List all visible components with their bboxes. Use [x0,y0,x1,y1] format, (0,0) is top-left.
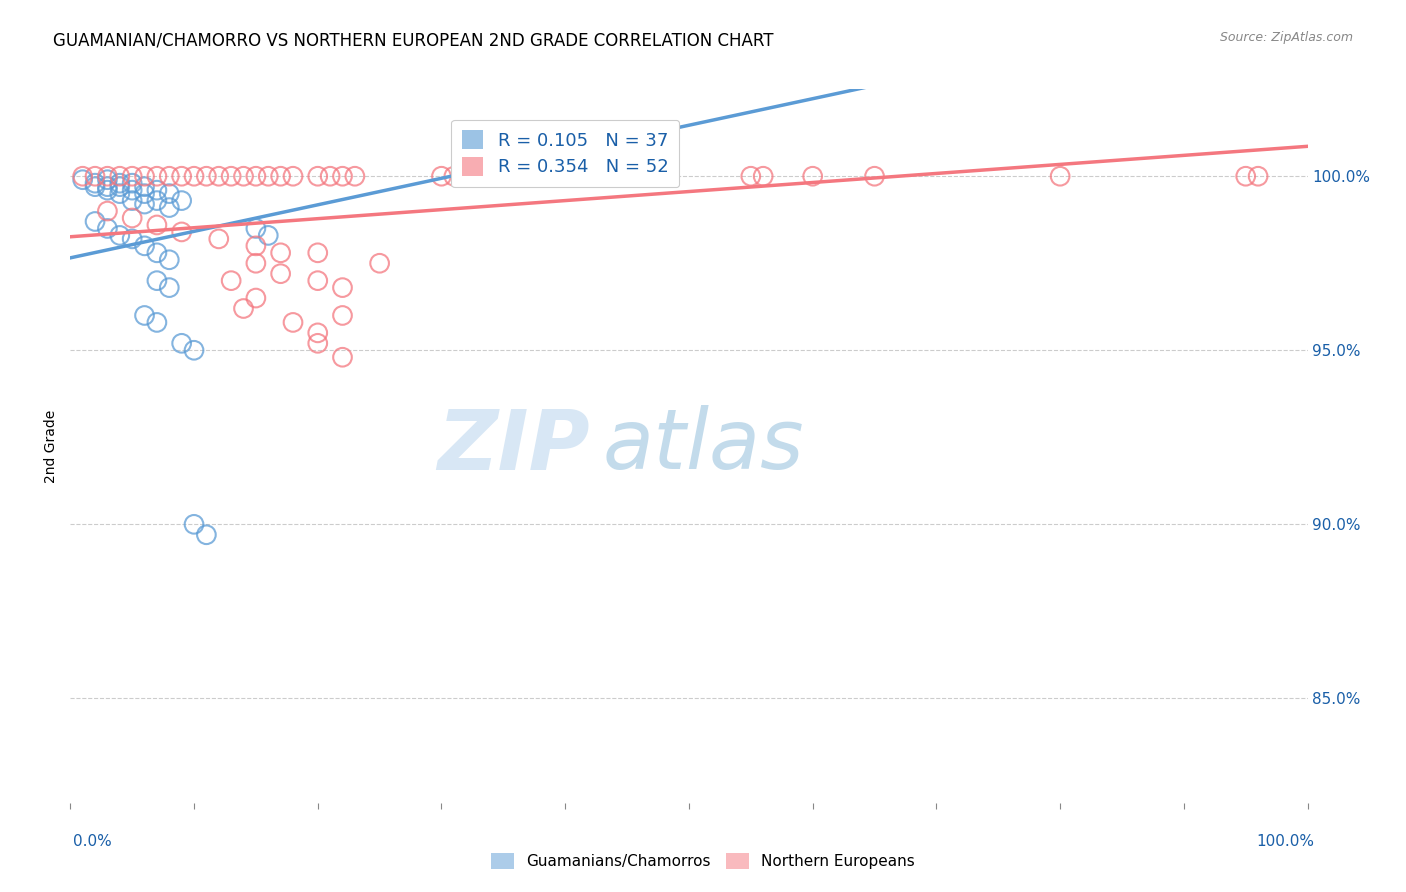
Point [96,183,118,197]
Point [134,239,156,253]
Text: Source: ZipAtlas.com: Source: ZipAtlas.com [1219,31,1353,45]
Point [219,274,242,288]
Point [121,183,143,197]
Point [319,169,342,184]
Point [146,183,169,197]
Point [157,280,180,294]
Text: atlas: atlas [602,406,804,486]
Point [96,169,118,184]
Point [270,169,292,184]
Point [245,291,267,305]
Point [1049,169,1071,184]
Point [121,194,143,208]
Point [84,214,107,228]
Point [96,221,118,235]
Point [752,169,775,184]
Point [281,315,304,329]
Point [281,169,304,184]
Point [146,169,169,184]
Point [157,201,180,215]
Point [1234,169,1257,184]
Point [307,326,329,340]
Point [195,169,218,184]
Point [96,179,118,194]
Point [170,336,193,351]
Point [146,315,169,329]
Point [257,169,280,184]
Point [170,194,193,208]
Text: 100.0%: 100.0% [1257,834,1315,849]
Point [245,221,267,235]
Point [157,252,180,267]
Text: 0.0%: 0.0% [73,834,112,849]
Point [146,194,169,208]
Point [183,517,205,532]
Point [121,232,143,246]
Point [121,169,143,184]
Point [270,267,292,281]
Point [134,197,156,211]
Point [863,169,886,184]
Point [195,528,218,542]
Point [134,309,156,323]
Point [332,309,354,323]
Point [232,301,254,316]
Point [108,176,131,190]
Y-axis label: 2nd Grade: 2nd Grade [45,409,59,483]
Text: ZIP: ZIP [437,406,591,486]
Point [443,169,465,184]
Point [740,169,762,184]
Point [121,176,143,190]
Point [146,218,169,232]
Point [332,280,354,294]
Point [368,256,391,270]
Point [170,169,193,184]
Point [108,179,131,194]
Text: GUAMANIAN/CHAMORRO VS NORTHERN EUROPEAN 2ND GRADE CORRELATION CHART: GUAMANIAN/CHAMORRO VS NORTHERN EUROPEAN … [53,31,773,49]
Point [307,245,329,260]
Point [84,169,107,184]
Point [257,228,280,243]
Point [96,172,118,186]
Point [245,256,267,270]
Point [430,169,453,184]
Point [208,232,231,246]
Point [84,179,107,194]
Point [245,169,267,184]
Legend: R = 0.105   N = 37, R = 0.354   N = 52: R = 0.105 N = 37, R = 0.354 N = 52 [451,120,679,187]
Point [219,169,242,184]
Point [72,172,94,186]
Point [170,225,193,239]
Point [96,204,118,219]
Point [146,245,169,260]
Point [270,245,292,260]
Point [332,350,354,364]
Point [84,176,107,190]
Point [108,228,131,243]
Point [307,169,329,184]
Point [157,186,180,201]
Point [245,239,267,253]
Point [332,169,354,184]
Point [157,169,180,184]
Point [801,169,824,184]
Point [146,274,169,288]
Point [108,186,131,201]
Point [183,343,205,358]
Point [72,169,94,184]
Point [183,169,205,184]
Point [134,179,156,194]
Point [307,274,329,288]
Point [343,169,366,184]
Point [134,169,156,184]
Point [232,169,254,184]
Point [134,186,156,201]
Point [1247,169,1270,184]
Point [307,336,329,351]
Point [108,169,131,184]
Legend: Guamanians/Chamorros, Northern Europeans: Guamanians/Chamorros, Northern Europeans [485,847,921,875]
Point [121,211,143,225]
Point [208,169,231,184]
